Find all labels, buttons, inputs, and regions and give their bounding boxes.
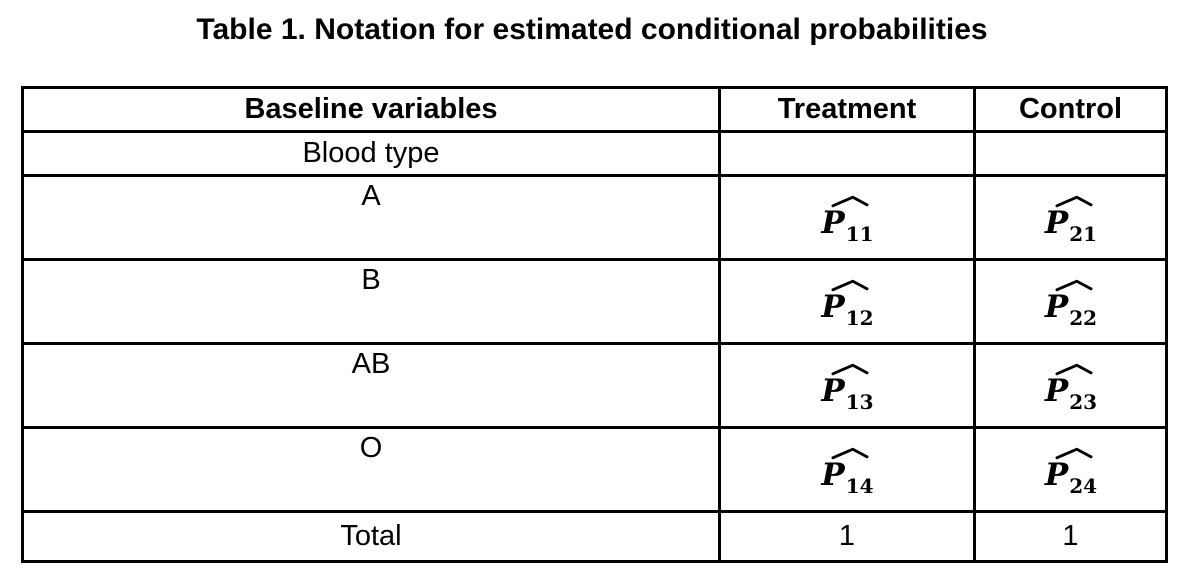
header-row: Baseline variables Treatment Control (21, 86, 1168, 133)
p-hat-22: P22 (1044, 279, 1097, 328)
p-hat-21: P21 (1044, 195, 1097, 244)
p-symbol-base: P (821, 372, 845, 409)
cell-o-treatment: P14 (718, 426, 976, 513)
cell-total-treatment: 1 (718, 510, 976, 563)
p-symbol-subscript: 22 (1069, 305, 1098, 330)
p-symbol-subscript: 14 (845, 473, 874, 498)
header-baseline-variables: Baseline variables (21, 86, 721, 133)
p-symbol-base: P (1044, 372, 1069, 409)
cell-ab-control: P23 (973, 342, 1168, 429)
widehat-mark (831, 447, 869, 459)
widehat-mark (1055, 195, 1093, 207)
header-treatment: Treatment (718, 86, 976, 133)
notation-table: Baseline variables Treatment Control Blo… (21, 86, 1168, 563)
p-hat-11: P11 (821, 195, 874, 244)
p-symbol-subscript: 24 (1069, 473, 1098, 498)
p-symbol-base: P (1044, 288, 1069, 325)
widehat-mark (1055, 279, 1093, 291)
row-total: Total 1 1 (21, 510, 1168, 563)
p-hat-14: P14 (821, 447, 874, 496)
cell-a-control: P21 (973, 174, 1168, 261)
row-label-b: B (21, 258, 721, 345)
p-symbol-subscript: 11 (845, 221, 874, 246)
p-symbol-base: P (821, 456, 845, 493)
p-symbol-base: P (1044, 204, 1069, 241)
cell-total-control: 1 (973, 510, 1168, 563)
p-hat-23: P23 (1044, 363, 1097, 412)
header-control: Control (973, 86, 1168, 133)
cell-b-treatment: P12 (718, 258, 976, 345)
row-blood-type: Blood type (21, 130, 1168, 177)
p-symbol-base: P (821, 204, 845, 241)
row-label-o: O (21, 426, 721, 513)
row-blood-type-b: B P12 P22 (21, 258, 1168, 345)
cell-ab-treatment: P13 (718, 342, 976, 429)
p-symbol-subscript: 13 (845, 389, 874, 414)
cell-o-control: P24 (973, 426, 1168, 513)
p-symbol-base: P (1044, 456, 1069, 493)
widehat-mark (831, 195, 869, 207)
p-symbol-base: P (821, 288, 845, 325)
cell-blood-type-treatment (718, 130, 976, 177)
p-hat-13: P13 (821, 363, 874, 412)
p-hat-12: P12 (821, 279, 874, 328)
cell-blood-type-control (973, 130, 1168, 177)
row-label-a: A (21, 174, 721, 261)
row-label-total: Total (21, 510, 721, 563)
cell-a-treatment: P11 (718, 174, 976, 261)
widehat-mark (831, 279, 869, 291)
widehat-mark (1055, 363, 1093, 375)
p-symbol-subscript: 21 (1069, 221, 1098, 246)
cell-b-control: P22 (973, 258, 1168, 345)
table-title: Table 1. Notation for estimated conditio… (196, 13, 988, 46)
p-symbol-subscript: 23 (1069, 389, 1098, 414)
row-label-ab: AB (21, 342, 721, 429)
row-blood-type-ab: AB P13 P23 (21, 342, 1168, 429)
widehat-mark (831, 363, 869, 375)
widehat-mark (1055, 447, 1093, 459)
row-blood-type-a: A P11 P21 (21, 174, 1168, 261)
row-blood-type-o: O P14 P24 (21, 426, 1168, 513)
row-label-blood-type: Blood type (21, 130, 721, 177)
p-hat-24: P24 (1044, 447, 1097, 496)
p-symbol-subscript: 12 (845, 305, 874, 330)
